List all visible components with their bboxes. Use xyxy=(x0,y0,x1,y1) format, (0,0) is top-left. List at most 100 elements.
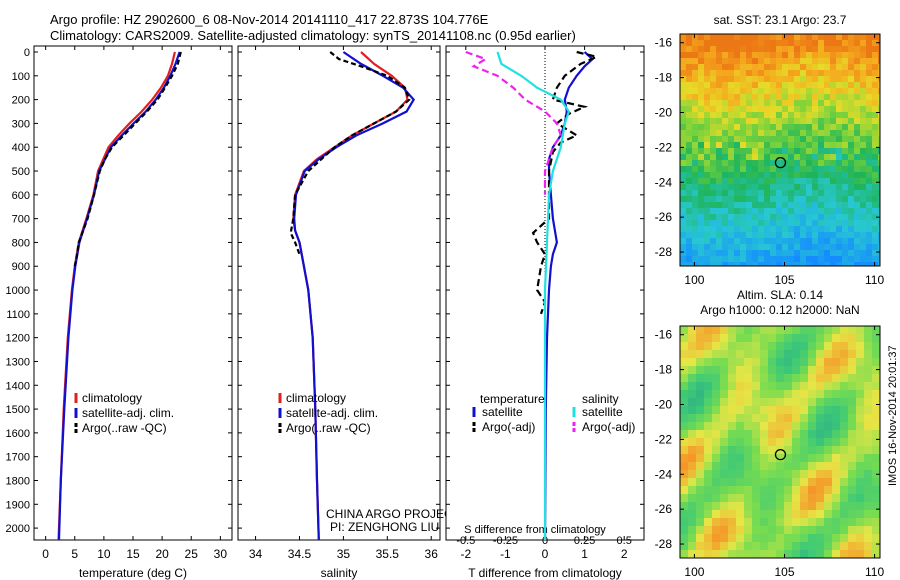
map-cell xyxy=(800,518,809,527)
map-cell xyxy=(848,374,857,383)
map-cell xyxy=(784,342,793,351)
map-cell xyxy=(686,262,693,266)
map-cell xyxy=(716,160,723,167)
map-cell xyxy=(808,542,817,551)
map-cell xyxy=(764,34,771,41)
map-cell xyxy=(824,232,831,239)
map-cell xyxy=(768,414,777,423)
map-cell xyxy=(704,470,713,479)
map-cell xyxy=(782,58,789,65)
map-cell xyxy=(734,118,741,125)
map-cell xyxy=(816,414,825,423)
map-cell xyxy=(770,256,777,263)
map-title: Altim. SLA: 0.14 xyxy=(737,288,823,302)
legend-entry: climatology xyxy=(286,391,346,405)
map-cell xyxy=(830,172,837,179)
map-cell xyxy=(806,154,813,161)
map-cell xyxy=(830,262,837,266)
map-cell xyxy=(878,40,880,47)
map-cell xyxy=(854,178,861,185)
map-cell xyxy=(806,220,813,227)
map-cell xyxy=(840,350,849,359)
map-cell xyxy=(832,366,841,375)
map-cell xyxy=(770,82,777,89)
map-cell xyxy=(740,64,747,71)
map-cell xyxy=(800,76,807,83)
y-tick-label: -22 xyxy=(655,432,673,446)
map-cell xyxy=(764,148,771,155)
map-cell xyxy=(698,64,705,71)
map-cell xyxy=(836,190,843,197)
map-cell xyxy=(710,196,717,203)
map-cell xyxy=(872,342,880,351)
map-cell xyxy=(800,166,807,173)
map-cell xyxy=(752,178,759,185)
map-cell xyxy=(816,494,825,503)
map-cell xyxy=(860,154,867,161)
map-cell xyxy=(722,112,729,119)
map-cell xyxy=(788,112,795,119)
map-cell xyxy=(808,470,817,479)
map-cell xyxy=(860,112,867,119)
map-cell xyxy=(736,486,745,495)
map-cell xyxy=(744,422,753,431)
map-cell xyxy=(712,422,721,431)
map-cell xyxy=(812,172,819,179)
map-cell xyxy=(704,160,711,167)
map-cell xyxy=(720,486,729,495)
map-cell xyxy=(792,326,801,335)
map-cell xyxy=(818,34,825,41)
map-cell xyxy=(752,334,761,343)
map-cell xyxy=(712,534,721,543)
map-cell xyxy=(854,70,861,77)
map-cell xyxy=(864,534,873,543)
map-cell xyxy=(830,130,837,137)
map-cell xyxy=(770,106,777,113)
map-cell xyxy=(716,124,723,131)
map-cell xyxy=(842,82,849,89)
map-cell xyxy=(704,350,713,359)
map-cell xyxy=(764,130,771,137)
map-cell xyxy=(788,184,795,191)
x-axis-label: salinity xyxy=(321,566,358,580)
map-cell xyxy=(818,166,825,173)
map-cell xyxy=(704,342,713,351)
map-cell xyxy=(830,244,837,251)
map-cell xyxy=(704,124,711,131)
map-cell xyxy=(680,550,689,558)
map-cell xyxy=(764,88,771,95)
map-cell xyxy=(872,196,879,203)
map-cell xyxy=(788,262,795,266)
map-cell xyxy=(740,82,747,89)
map-cell xyxy=(864,366,873,375)
map-cell xyxy=(764,250,771,257)
map-cell xyxy=(824,342,833,351)
map-cell xyxy=(794,136,801,143)
map-cell xyxy=(806,172,813,179)
map-cell xyxy=(794,34,801,41)
map-cell xyxy=(854,214,861,221)
map-cell xyxy=(776,414,785,423)
map-cell xyxy=(824,94,831,101)
map-cell xyxy=(872,94,879,101)
map-cell xyxy=(836,118,843,125)
map-cell xyxy=(752,462,761,471)
map-cell xyxy=(842,118,849,125)
map-cell xyxy=(800,106,807,113)
map-cell xyxy=(854,124,861,131)
map-cell xyxy=(800,494,809,503)
map-cell xyxy=(704,390,713,399)
map-cell xyxy=(792,494,801,503)
map-cell xyxy=(856,358,865,367)
map-cell xyxy=(854,40,861,47)
map-cell xyxy=(716,64,723,71)
map-cell xyxy=(760,470,769,479)
map-cell xyxy=(746,118,753,125)
map-cell xyxy=(806,178,813,185)
map-cell xyxy=(842,256,849,263)
map-cell xyxy=(698,160,705,167)
map-cell xyxy=(680,136,687,143)
map-cell xyxy=(752,70,759,77)
map-cell xyxy=(716,214,723,221)
map-cell xyxy=(728,40,735,47)
